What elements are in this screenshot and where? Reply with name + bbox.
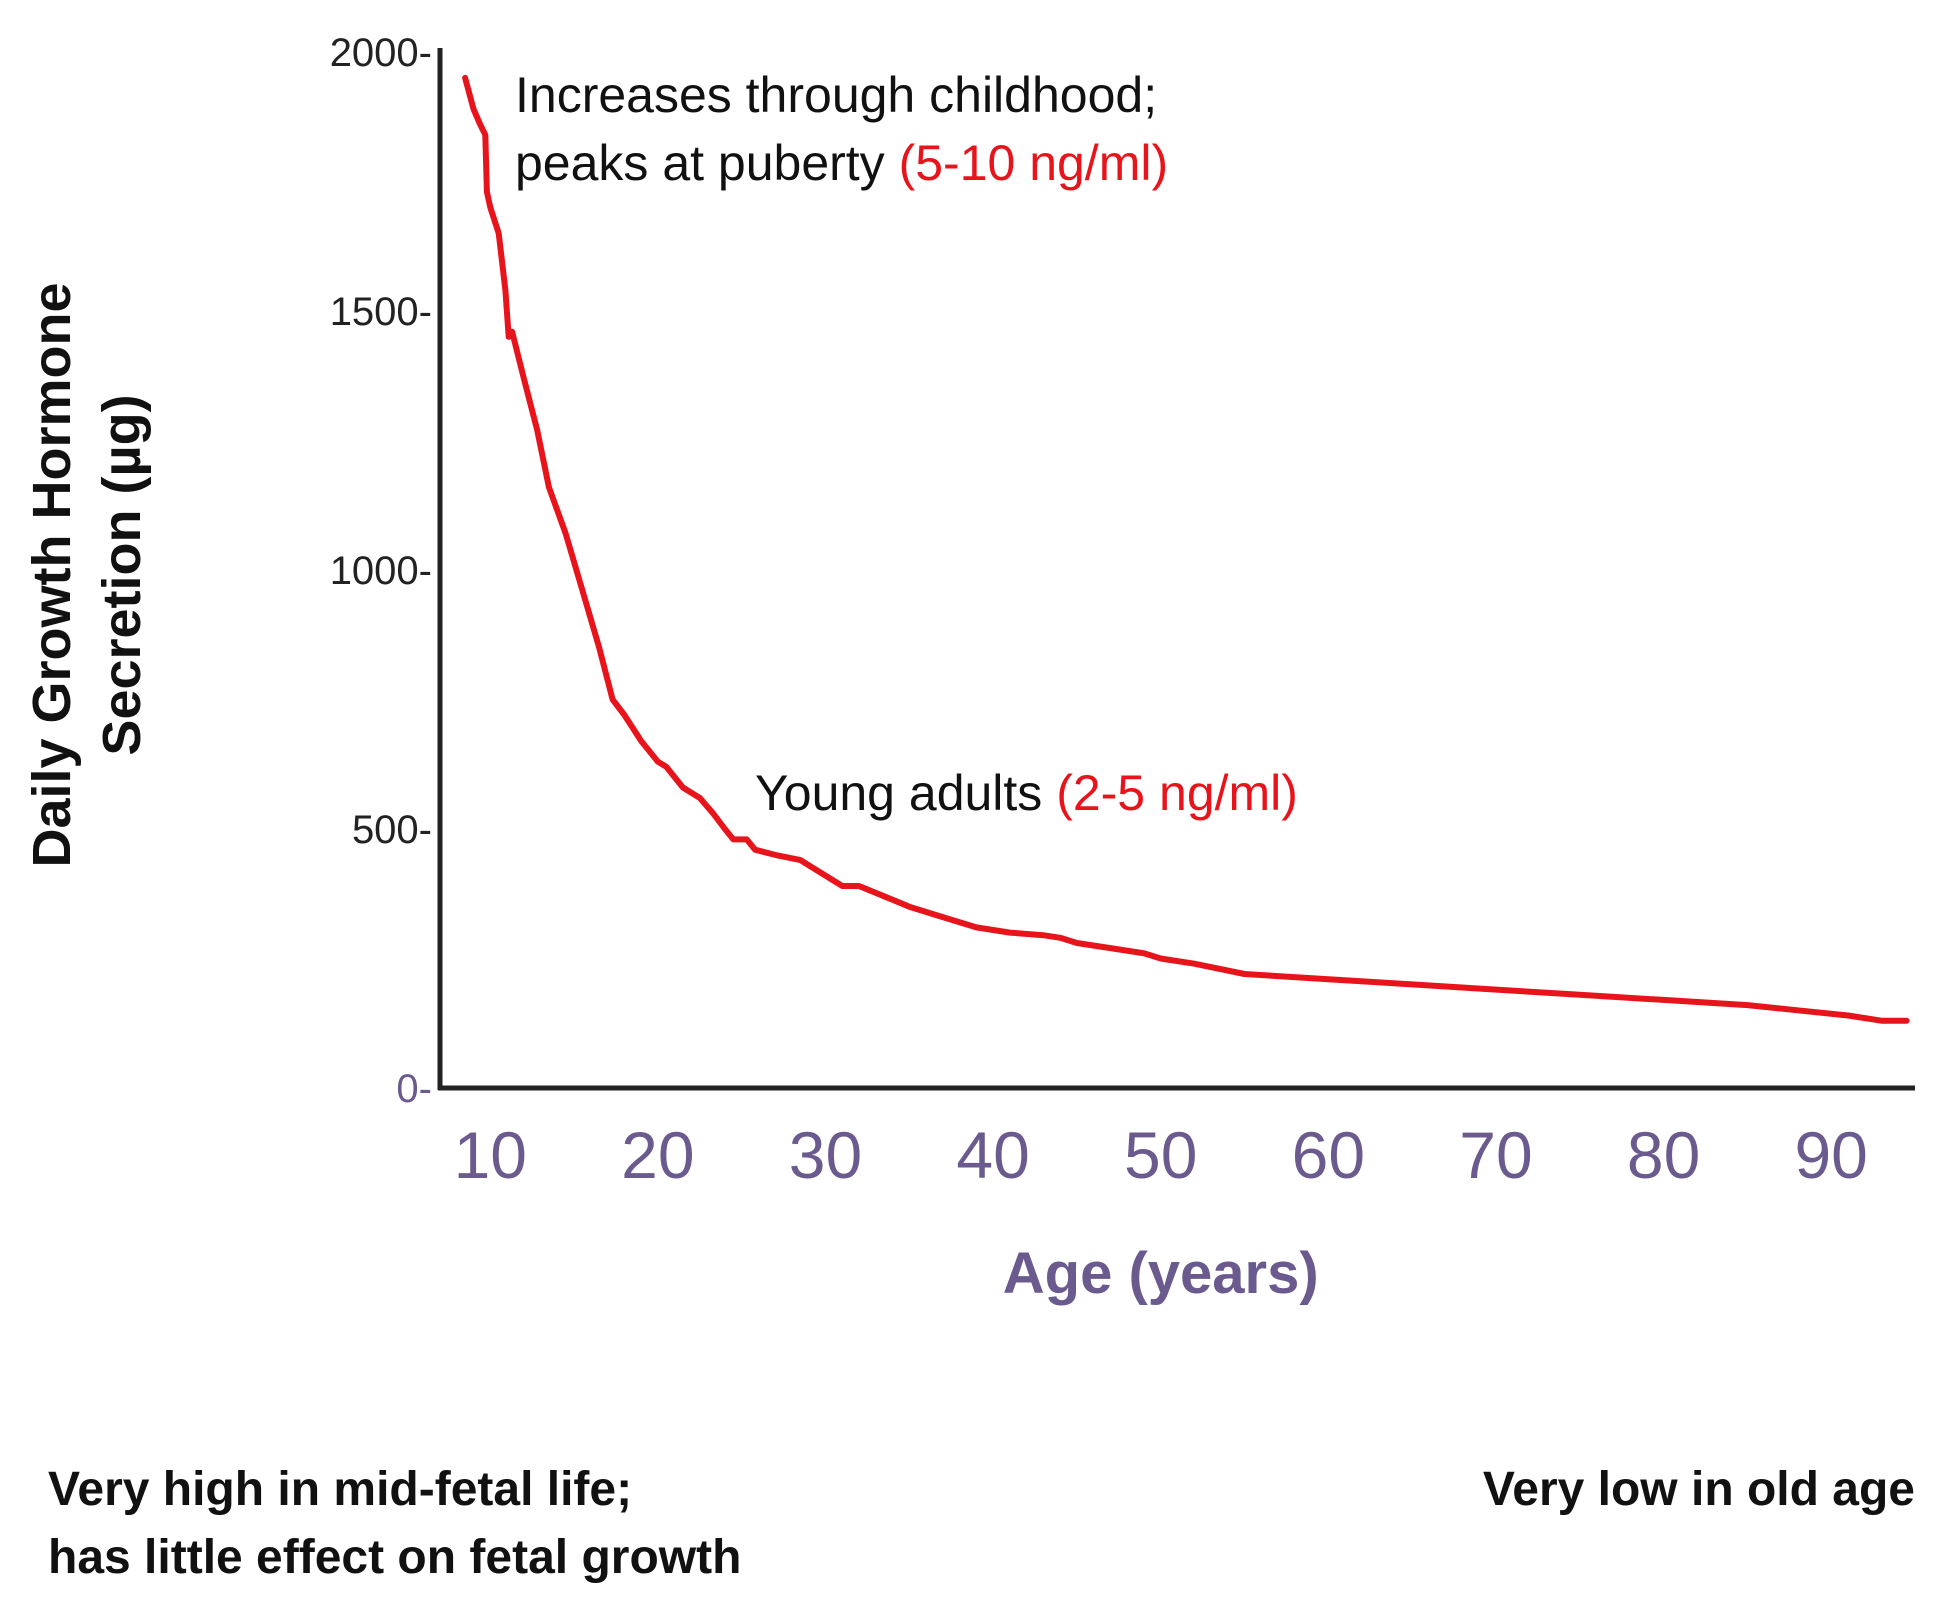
x-axis-title: Age (years): [1003, 1241, 1319, 1306]
annotation-puberty-line-2: peaks at puberty (5-10 ng/ml): [515, 135, 1168, 191]
x-tick-label: 30: [789, 1118, 862, 1192]
annotation-puberty: Increases through childhood; peaks at pu…: [515, 67, 1168, 191]
y-tick-label: 1000-: [330, 549, 432, 593]
y-tick-label: 2000-: [330, 31, 432, 75]
y-axis-title-line-1: Daily Growth Hormone: [22, 282, 82, 867]
x-tick-label: 70: [1459, 1118, 1532, 1192]
y-axis-title-line-2: Secretion (µg): [92, 394, 152, 755]
note-fetal-line-2: has little effect on fetal growth: [48, 1531, 741, 1584]
x-tick-label: 40: [956, 1118, 1029, 1192]
annotation-puberty-text-1: Increases through childhood;: [515, 67, 1157, 123]
x-tick-label: 10: [454, 1118, 527, 1192]
x-tick-label: 20: [621, 1118, 694, 1192]
annotation-puberty-range: (5-10 ng/ml): [899, 135, 1169, 191]
note-old-age: Very low in old age: [1483, 1463, 1915, 1516]
annotation-young-adults: Young adults (2-5 ng/ml): [755, 765, 1298, 821]
y-tick-label: 1500-: [330, 290, 432, 334]
x-tick-label: 50: [1124, 1118, 1197, 1192]
axes: [437, 48, 1915, 1091]
x-tick-labels: 10 20 30 40 50 60 70 80 90: [454, 1118, 1868, 1192]
note-old-age-line: Very low in old age: [1483, 1463, 1915, 1516]
x-tick-label: 90: [1794, 1118, 1867, 1192]
annotation-young-adults-range: (2-5 ng/ml): [1056, 765, 1298, 821]
series-line-growth-hormone: [462, 74, 1910, 1024]
annotation-puberty-text-2: peaks at puberty: [515, 135, 899, 191]
y-tick-labels: 0- 500- 1000- 1500- 2000-: [330, 31, 432, 1111]
annotation-young-adults-line: Young adults (2-5 ng/ml): [755, 765, 1298, 821]
note-fetal-life: Very high in mid-fetal life; has little …: [48, 1463, 741, 1584]
y-tick-label: 0-: [396, 1067, 432, 1111]
annotation-young-adults-text: Young adults: [755, 765, 1056, 821]
x-tick-label: 60: [1292, 1118, 1365, 1192]
x-tick-label: 80: [1627, 1118, 1700, 1192]
y-tick-label: 500-: [352, 808, 432, 852]
note-fetal-line-1: Very high in mid-fetal life;: [48, 1463, 632, 1516]
annotation-puberty-line-1: Increases through childhood;: [515, 67, 1157, 123]
y-axis-title: Daily Growth Hormone Secretion (µg): [22, 282, 152, 867]
